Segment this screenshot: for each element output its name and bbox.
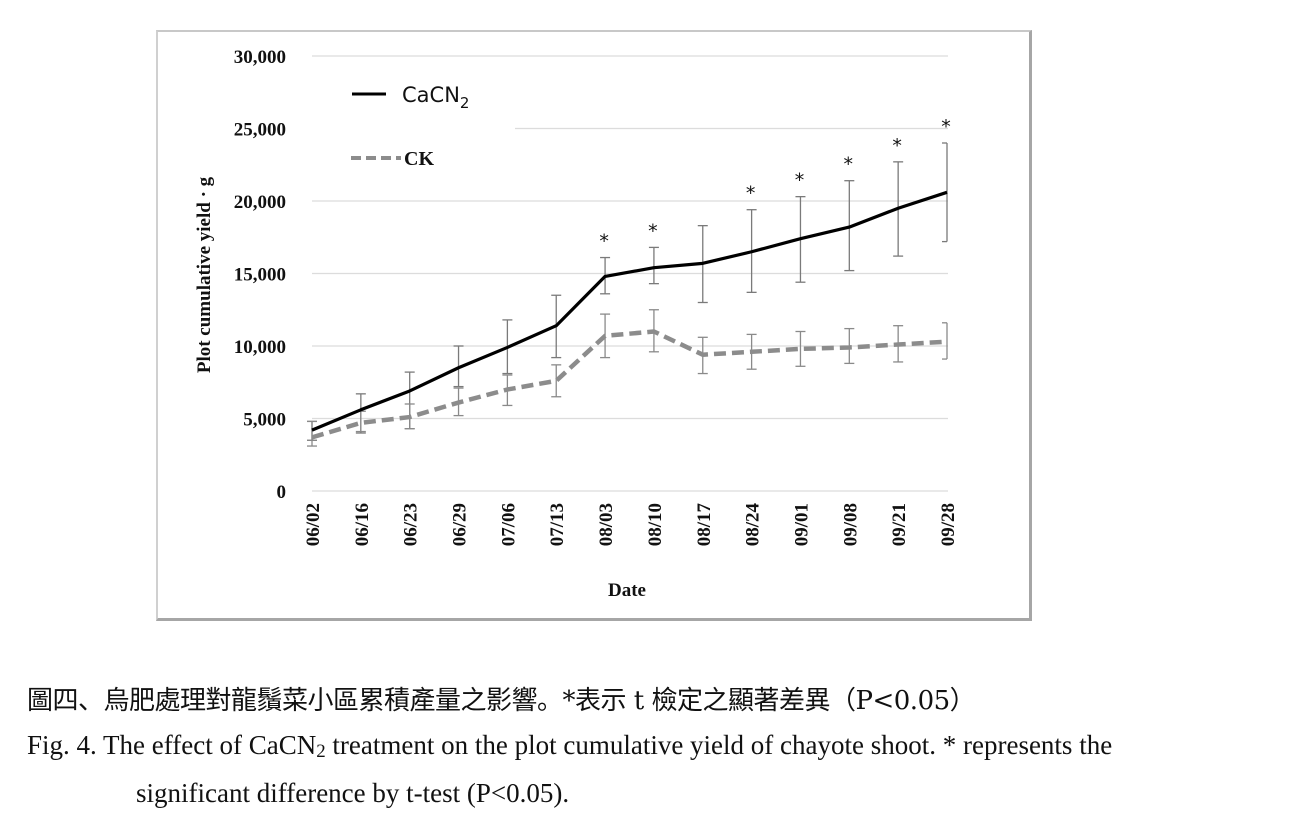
series-line-ck [311,329,948,440]
x-tick-label: 06/16 [352,503,373,546]
x-tick-label: 08/10 [645,503,666,546]
legend-label-ck: CK [404,148,434,170]
y-tick-label: 25,000 [234,120,286,141]
significance-star: * [892,135,902,157]
x-tick-label: 09/01 [791,503,812,546]
x-tick-label: 06/23 [401,503,422,546]
x-tick-label: 06/29 [450,503,471,546]
caption-english-line1: Fig. 4. The effect of CaCN2 treatment on… [27,730,1112,763]
x-tick-label: 06/02 [303,503,324,546]
significance-star: * [648,220,658,242]
legend: CaCN2 CK [351,83,469,170]
y-axis-ticks: 0 5,000 10,000 15,000 20,000 25,000 30,000 [234,47,286,503]
x-axis-ticks: 06/02 06/16 06/23 06/29 07/06 07/13 08/03 08/10… [303,503,959,547]
significance-star: * [941,116,951,138]
x-tick-label: 09/28 [938,503,959,546]
caption-english-line2: significant difference by t-test (P<0.05… [136,778,570,808]
series-line-cacn2 [311,190,948,432]
x-tick-label: 07/06 [498,503,519,546]
x-tick-label: 08/24 [743,503,764,547]
chart-frame [156,30,1032,621]
y-tick-label: 5,000 [243,410,286,431]
y-tick-label: 20,000 [234,192,286,213]
caption-en-part2: treatment on the plot cumulative yield o… [325,730,1113,760]
x-tick-label: 08/03 [596,503,617,546]
significance-star: * [746,183,756,205]
significance-star: * [599,231,609,253]
caption-en-part1: Fig. 4. The effect of CaCN [27,730,317,760]
y-tick-label: 0 [277,482,287,503]
caption-en-subscript: 2 [316,740,326,762]
error-bars [307,142,948,447]
y-tick-label: 10,000 [234,337,286,358]
line-chart: 0 5,000 10,000 15,000 20,000 25,000 30,000 06/… [194,47,959,601]
significance-star: * [844,154,854,176]
series-lines [311,190,948,440]
significance-markers: * * * * * * * [599,116,950,253]
x-tick-label: 09/08 [840,503,861,546]
caption-chinese: 圖四、烏肥處理對龍鬚菜小區累積產量之影響。*表示 t 檢定之顯著差異（P<0.0… [27,686,976,716]
y-axis-title: Plot cumulative yield · g [194,176,215,373]
significance-star: * [795,170,805,192]
y-tick-label: 15,000 [234,265,286,286]
x-axis-title: Date [608,580,646,601]
legend-label-cacn2: CaCN2 [402,83,469,112]
x-tick-label: 08/17 [694,503,715,547]
x-tick-label: 09/21 [889,503,910,546]
x-tick-label: 07/13 [547,503,568,546]
y-tick-label: 30,000 [234,47,286,68]
